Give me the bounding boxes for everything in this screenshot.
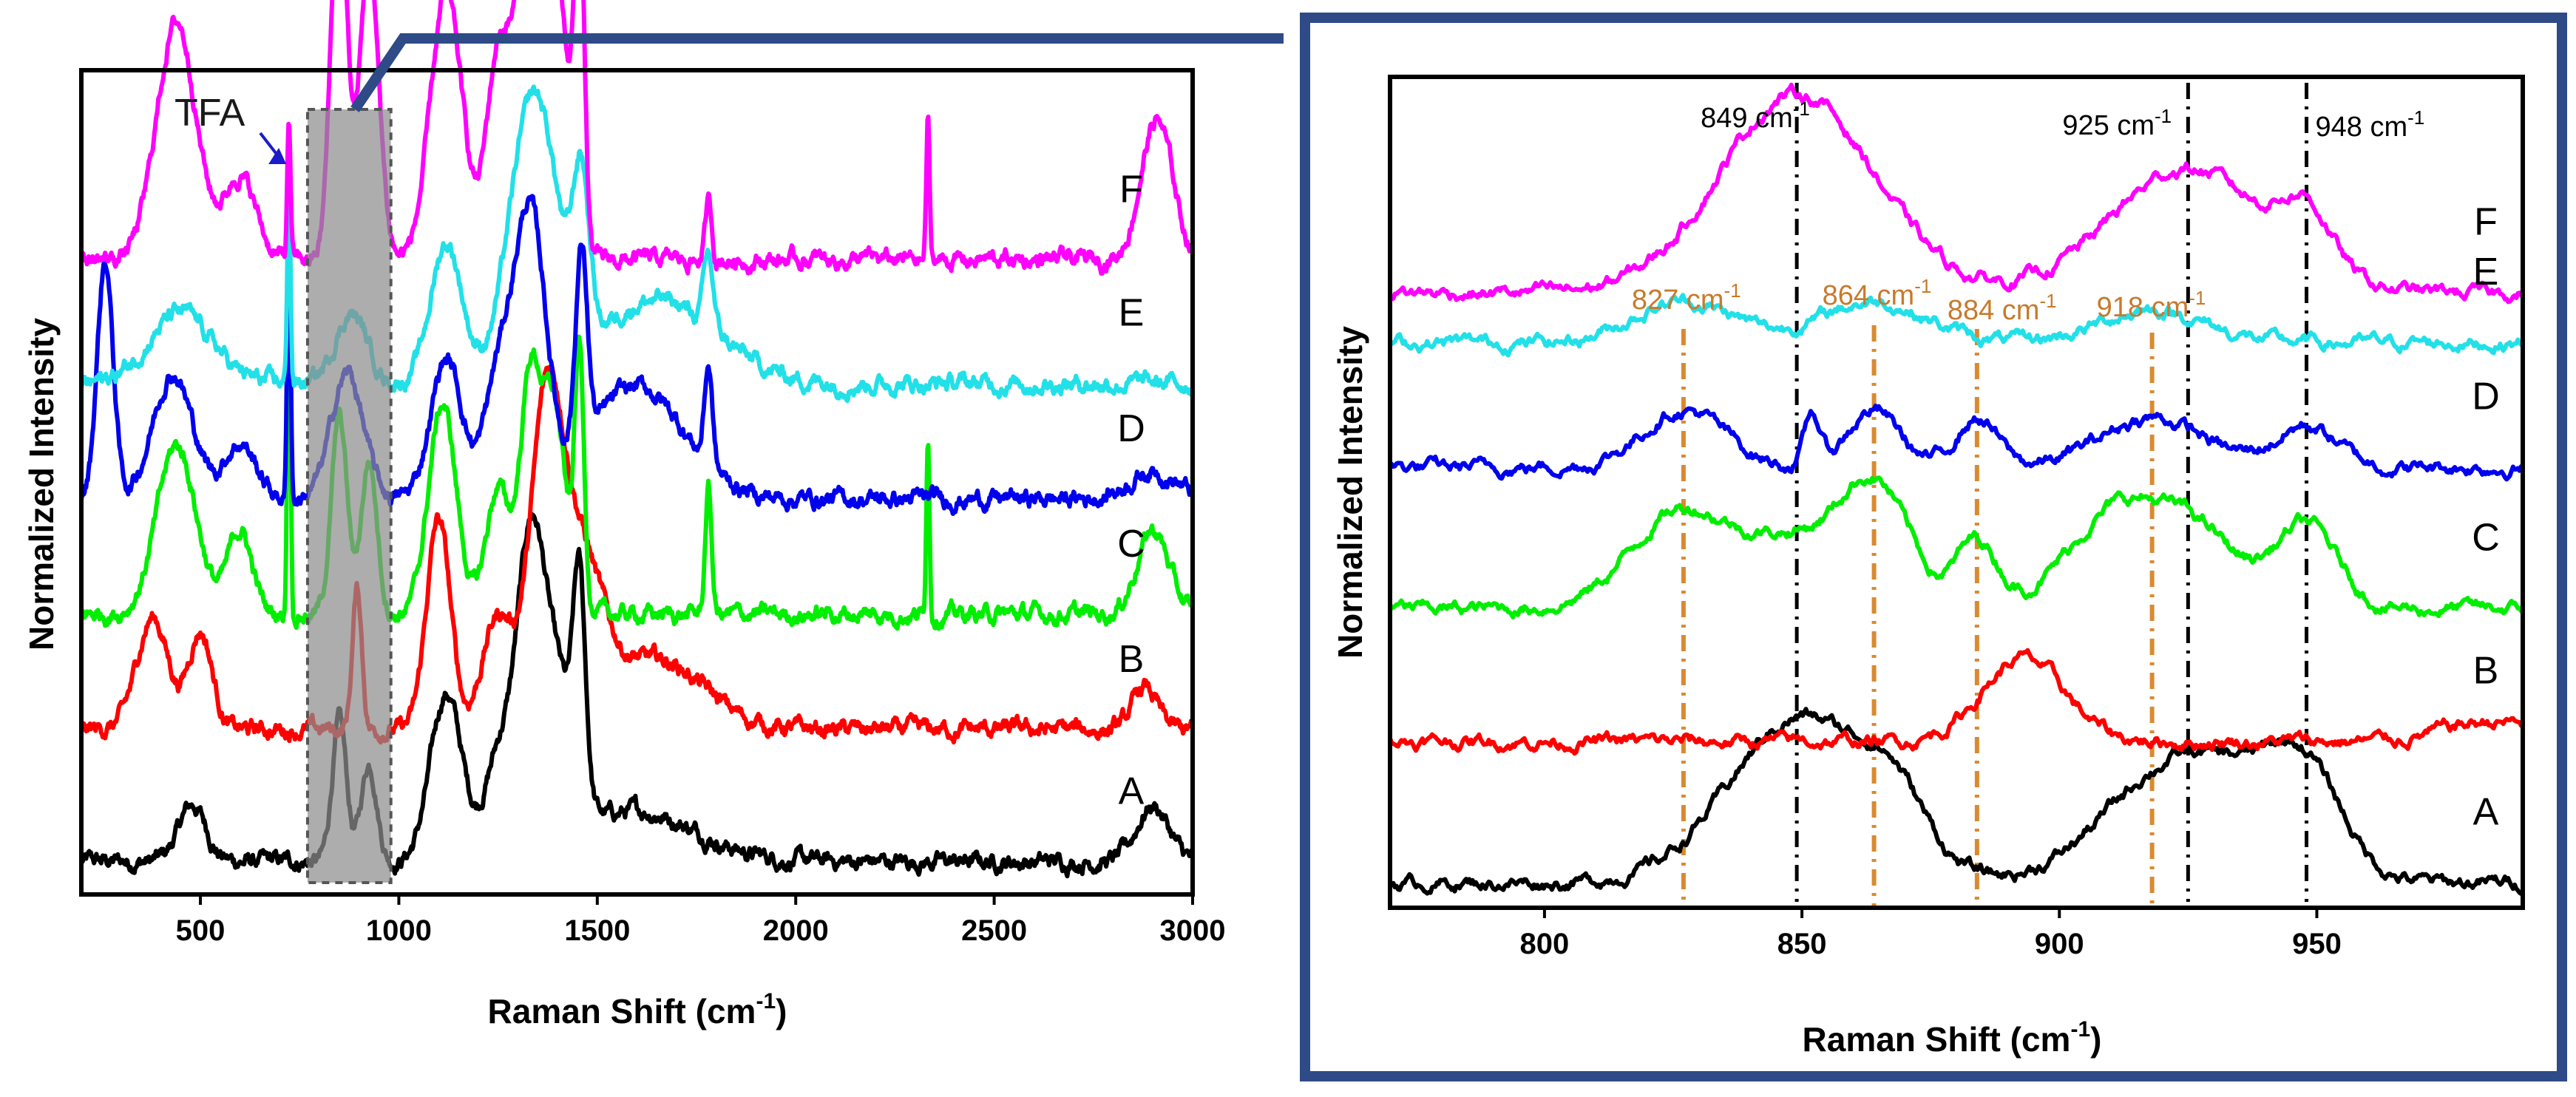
inset-trace-f [1388, 82, 2525, 305]
overview-tick-label: 2000 [763, 914, 829, 947]
overview-trace-e [79, 84, 1195, 404]
overview-x-title-close: ) [776, 992, 787, 1030]
inset-tick-label: 850 [1777, 928, 1827, 960]
overview-label-e: E [1119, 292, 1145, 335]
overview-tick-label: 1000 [366, 914, 432, 947]
inset-tick-label: 800 [1520, 928, 1570, 960]
inset-x-axis-title: Raman Shift (cm-1) [1803, 1017, 2102, 1059]
overview-label-a: A [1119, 770, 1145, 812]
overview-panel: 500 1000 1500 2000 2500 3000 A B C D E F TFA Norma… [22, 0, 1225, 1030]
overview-x-axis-title: Raman Shift (cm-1) [488, 989, 787, 1030]
ref-label-orange: 884 cm-1 [1948, 290, 2057, 326]
inset-x-title-main: Raman Shift (cm [1803, 1020, 2071, 1059]
overview-x-title-sup: -1 [756, 989, 776, 1013]
overview-label-c: C [1117, 523, 1145, 566]
inset-tick-label: 900 [2035, 928, 2084, 960]
overview-trace-a [79, 512, 1195, 879]
overview-tick-label: 500 [176, 914, 226, 947]
overview-x-ticks: 500 1000 1500 2000 2500 3000 [176, 894, 1226, 947]
inset-panel: 800 850 900 950 A B C D EF 849 cm-1 925 cm-1 948 … [1331, 75, 2525, 1059]
inset-tick-label: 950 [2292, 928, 2342, 960]
ref-label-orange: 918 cm-1 [2097, 287, 2206, 323]
overview-trace-c [79, 263, 1195, 631]
inset-x-title-close: ) [2090, 1020, 2101, 1059]
inset-trace-e [1388, 293, 2525, 358]
inset-axis-frame [1388, 75, 2525, 910]
inset-reference-lines [1681, 83, 2309, 906]
overview-trace-d [79, 194, 1195, 516]
overview-label-f: F [1119, 168, 1143, 211]
overview-trace-b [79, 364, 1195, 745]
overview-tick-label: 3000 [1160, 914, 1226, 947]
overview-tick-label: 2500 [961, 914, 1027, 947]
inset-border [1300, 13, 2567, 1081]
ref-label-orange: 864 cm-1 [1823, 275, 1932, 311]
inset-traces [1388, 82, 2525, 896]
inset-x-title-sup: -1 [2070, 1017, 2090, 1042]
ref-label-black: 849 cm-1 [1701, 98, 1810, 134]
overview-x-title-main: Raman Shift (cm [488, 992, 756, 1030]
overview-label-b: B [1119, 638, 1145, 681]
overview-trace-f [79, 0, 1195, 276]
inset-label-f: F [2474, 201, 2498, 244]
inset-trace-c [1388, 475, 2525, 619]
tfa-arrowhead [268, 148, 287, 164]
inset-trace-b [1388, 648, 2525, 756]
inset-x-ticks: 800 850 900 950 [1520, 908, 2342, 960]
overview-series-labels: A B C D E F [1117, 168, 1145, 812]
inset-trace-a [1388, 707, 2525, 896]
inset-label-d: D [2472, 376, 2500, 418]
ref-label-orange: 827 cm-1 [1632, 279, 1741, 316]
inset-y-axis-title: Normalized Intensity [1331, 326, 1369, 659]
inset-label-a: A [2473, 791, 2499, 834]
tfa-annotation: TFA [174, 92, 287, 164]
inset-label-e: E [2473, 251, 2499, 293]
inset-label-b: B [2473, 650, 2499, 693]
zoom-connector [350, 33, 1284, 112]
overview-traces [79, 0, 1195, 879]
overview-tick-label: 1500 [564, 914, 630, 947]
ref-label-black: 925 cm-1 [2062, 105, 2172, 141]
inset-trace-d [1388, 404, 2525, 482]
inset-reference-annotations: 849 cm-1 925 cm-1 948 cm-1 827 cm-1 864 cm-1… [1632, 98, 2424, 326]
overview-axis-frame [79, 68, 1195, 897]
overview-y-axis-title: Normalized Intensity [22, 318, 61, 651]
tfa-label: TFA [174, 92, 245, 135]
inset-series-labels: A B C D EF [2472, 201, 2500, 834]
ref-label-black: 948 cm-1 [2316, 106, 2425, 143]
highlight-region [305, 108, 393, 884]
overview-label-d: D [1117, 407, 1145, 450]
inset-label-c: C [2472, 517, 2500, 560]
